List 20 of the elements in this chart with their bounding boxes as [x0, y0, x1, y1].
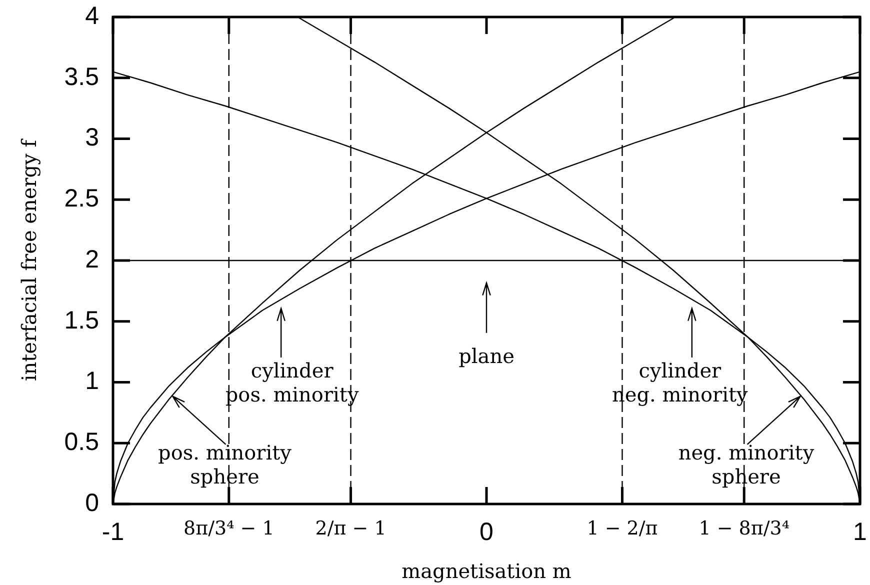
- y-tick-label: 2: [85, 245, 99, 274]
- x-tick-label: 2/π − 1: [315, 517, 386, 540]
- x-tick-label: 1 − 2/π: [586, 517, 658, 540]
- y-tick-label: 3.5: [64, 62, 99, 91]
- y-tick-label: 0.5: [64, 428, 99, 456]
- x-tick-label: 0: [480, 518, 494, 546]
- x-tick-label: -1: [102, 518, 124, 546]
- y-tick-label: 2.5: [64, 184, 99, 213]
- x-tick-label: 8π/3⁴ − 1: [184, 517, 274, 540]
- y-tick-label: 1.5: [64, 306, 99, 334]
- y-tick-label: 4: [85, 2, 100, 30]
- annotation: cylinder neg. minority: [612, 358, 749, 407]
- y-tick-label: 3: [85, 124, 99, 152]
- x-tick-label: 1 − 8π/3⁴: [698, 517, 790, 540]
- x-axis-title: magnetisation m: [402, 559, 572, 584]
- y-tick-label: 1: [85, 367, 99, 396]
- y-axis-title: interfacial free energy f: [17, 138, 42, 382]
- y-tick-label: 0: [85, 488, 99, 517]
- annotation: plane: [458, 344, 514, 368]
- x-tick-label: 1: [853, 518, 867, 546]
